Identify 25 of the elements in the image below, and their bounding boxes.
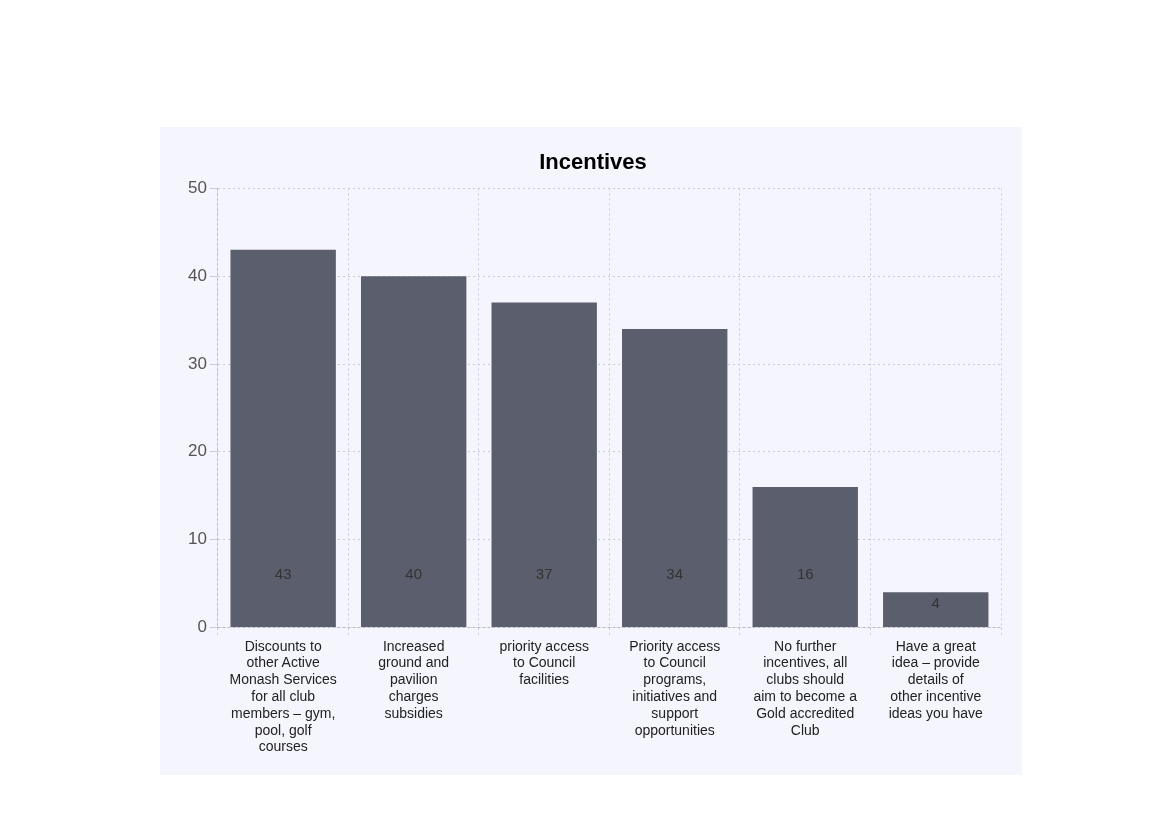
data-label: 4 bbox=[931, 594, 940, 612]
y-tick-label: 50 bbox=[187, 178, 207, 198]
y-tick-label: 0 bbox=[197, 617, 207, 637]
bar bbox=[360, 276, 467, 627]
bar bbox=[491, 302, 597, 627]
bar bbox=[883, 592, 989, 627]
data-label: 40 bbox=[405, 565, 423, 583]
bar bbox=[230, 249, 336, 627]
y-tick-label: 30 bbox=[187, 353, 207, 373]
x-tick-label: No further incentives, all clubs should aim to become a Gold accredited Club bbox=[753, 637, 858, 738]
data-label: 34 bbox=[666, 565, 684, 583]
bar bbox=[752, 486, 858, 627]
x-tick-label: Discounts to other Active Monash Services for all club members – gym, pool, golf courses bbox=[229, 637, 337, 755]
y-tick-label: 20 bbox=[187, 441, 207, 461]
x-tick-label: Have a great idea – provide details of other incentive ideas you have bbox=[888, 637, 984, 721]
data-label: 16 bbox=[796, 565, 814, 583]
y-tick-label: 40 bbox=[187, 265, 207, 285]
bar bbox=[622, 328, 728, 627]
chart-title: Incentives bbox=[539, 149, 647, 175]
x-tick-label: Priority access to Council programs, initiatives and support opportunities bbox=[629, 637, 721, 738]
x-tick-label: Increased ground and pavilion charges subsidies bbox=[378, 637, 450, 721]
data-label: 43 bbox=[274, 565, 292, 583]
data-label: 37 bbox=[535, 565, 553, 583]
x-tick-label: priority access to Council facilities bbox=[499, 637, 589, 688]
y-tick-label: 10 bbox=[187, 529, 207, 549]
